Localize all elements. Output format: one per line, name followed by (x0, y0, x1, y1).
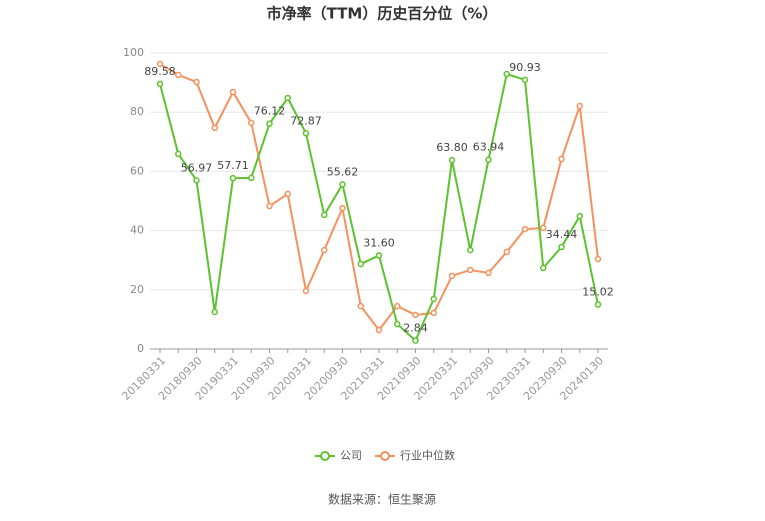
point (540, 264, 547, 272)
point (229, 88, 237, 96)
source: 数据来源：恒生聚源 (328, 492, 436, 507)
legend-label: 行业中位数 (400, 448, 455, 462)
data-label: 90.93 (509, 61, 541, 74)
point (156, 80, 164, 88)
point (229, 174, 237, 182)
legend-marker (320, 451, 330, 461)
point (175, 71, 182, 79)
point (430, 309, 437, 317)
data-label: 31.60 (363, 236, 395, 249)
point (412, 337, 419, 344)
y-tick-label: 0 (137, 342, 144, 355)
point (302, 130, 310, 137)
data-label: 2.84 (403, 322, 428, 335)
data-label: 63.80 (436, 141, 468, 154)
point (339, 181, 346, 188)
point (156, 60, 164, 68)
data-label: 55.62 (327, 165, 359, 178)
point (193, 78, 200, 86)
point (211, 124, 218, 132)
data-label: 76.12 (254, 105, 286, 118)
series-line (159, 72, 599, 343)
data-label: 63.94 (473, 141, 505, 154)
point (321, 246, 328, 254)
point (375, 252, 383, 259)
point (594, 301, 602, 308)
point (485, 156, 492, 163)
data-label: 89.58 (144, 65, 176, 78)
data-label: 56.97 (181, 161, 213, 174)
point (375, 326, 383, 334)
data-label: 15.02 (582, 286, 614, 299)
point (448, 272, 456, 280)
y-tick-label: 100 (123, 46, 144, 59)
point (485, 269, 492, 277)
point (357, 260, 364, 268)
point (594, 255, 602, 263)
point (284, 190, 291, 198)
legend-label: 公司 (340, 449, 362, 462)
point (248, 174, 255, 182)
point (521, 76, 529, 84)
point (448, 156, 456, 164)
point (321, 211, 328, 219)
legend-marker (380, 451, 390, 461)
point (412, 311, 419, 319)
point (467, 246, 474, 254)
point (394, 302, 401, 310)
point (503, 70, 510, 78)
point (266, 120, 273, 127)
point (558, 243, 565, 251)
point (576, 102, 583, 110)
point (339, 204, 346, 212)
point (175, 150, 182, 158)
point (394, 320, 401, 328)
y-tick-label: 80 (130, 105, 144, 118)
point (540, 224, 547, 232)
point (467, 266, 474, 274)
point (357, 302, 364, 310)
y-tick-label: 20 (130, 283, 144, 296)
point (248, 119, 255, 127)
data-label: 34.44 (546, 228, 578, 241)
y-tick-label: 40 (130, 224, 144, 237)
point (211, 308, 218, 316)
point (521, 225, 529, 233)
point (576, 212, 583, 220)
chart-title: 市净率（TTM）历史百分位（%） (267, 5, 498, 23)
point (302, 287, 310, 295)
point (558, 155, 565, 163)
point (430, 295, 437, 303)
y-tick-label: 60 (130, 164, 144, 177)
point (503, 248, 510, 256)
point (193, 177, 200, 184)
data-label: 57.71 (217, 159, 249, 172)
point (266, 202, 273, 210)
point (284, 94, 291, 102)
data-label: 72.87 (290, 114, 322, 127)
